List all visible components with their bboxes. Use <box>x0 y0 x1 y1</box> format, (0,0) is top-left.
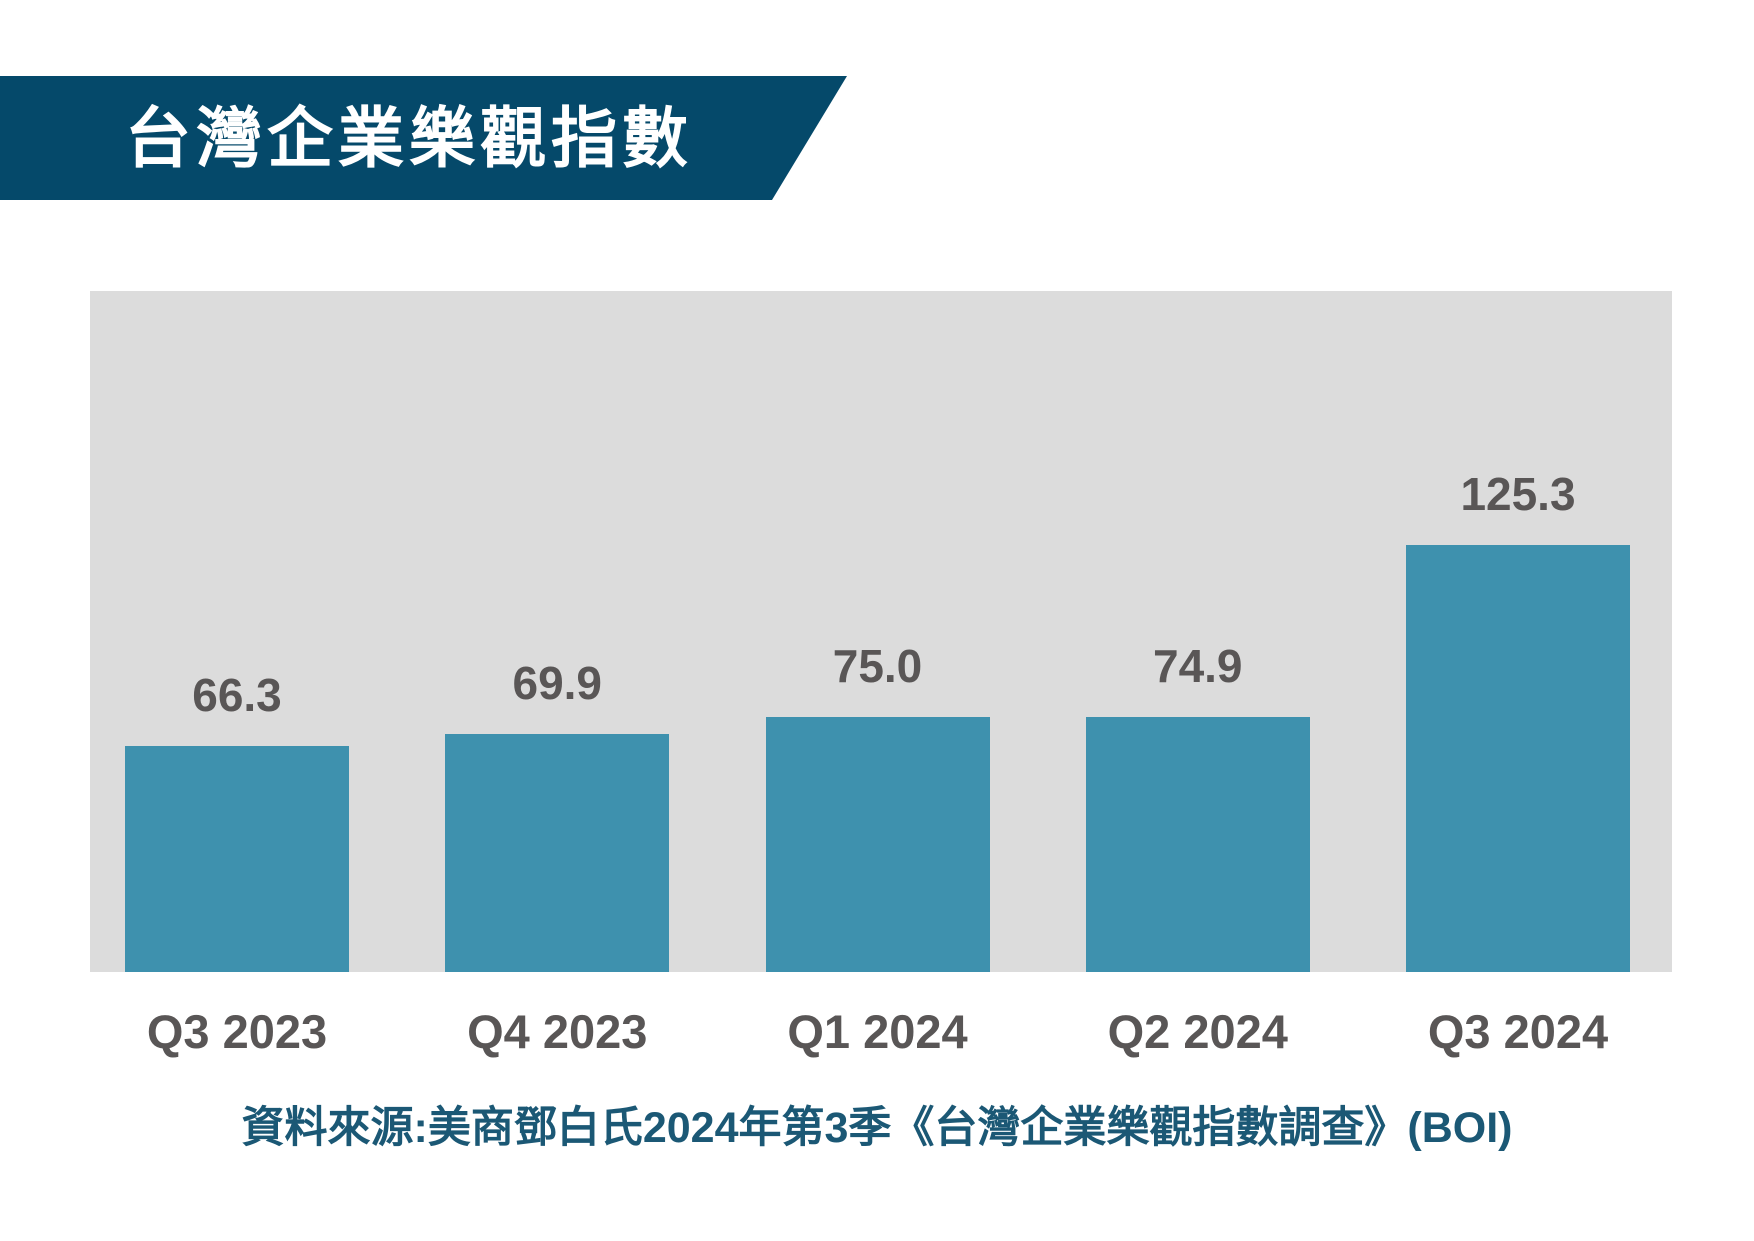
bar-value-label: 75.0 <box>832 640 923 692</box>
bar-value-label: 125.3 <box>1460 468 1576 520</box>
x-axis-label: Q1 2024 <box>787 1005 968 1058</box>
bar <box>445 734 670 972</box>
x-axis-label: Q3 2024 <box>1427 1005 1609 1058</box>
source-note: 資料來源:美商鄧白氏2024年第3季《台灣企業樂觀指數調查》(BOI) <box>241 1104 1513 1152</box>
bar <box>125 746 349 972</box>
chart-plot-area: 66.3 69.9 75.0 74.9 125.3 <box>90 291 1672 972</box>
x-axis-label: Q3 2023 <box>146 1005 328 1058</box>
bar-value-label: 69.9 <box>512 657 603 709</box>
bar-column: 66.3 <box>125 672 349 972</box>
bar-column: 69.9 <box>445 657 670 972</box>
bar <box>1406 545 1630 972</box>
bar <box>765 717 990 972</box>
bar-value-label: 74.9 <box>1152 640 1243 692</box>
bar-column: 125.3 <box>1406 471 1630 972</box>
x-axis-label: Q2 2024 <box>1107 1005 1288 1058</box>
title-banner: 台灣企業樂觀指數 <box>0 76 847 200</box>
page-title: 台灣企業樂觀指數 <box>125 101 693 175</box>
bar-value-label: 66.3 <box>192 669 282 721</box>
bar-column: 75.0 <box>765 640 990 972</box>
bar-column: 74.9 <box>1085 640 1310 972</box>
bars-container: 66.3 69.9 75.0 74.9 125.3 <box>90 291 1672 972</box>
bar <box>1085 717 1310 972</box>
x-axis-label: Q4 2023 <box>467 1005 648 1058</box>
x-axis-labels: Q3 2023 Q4 2023 Q1 2024 Q2 2024 Q3 2024 <box>90 972 1672 1055</box>
